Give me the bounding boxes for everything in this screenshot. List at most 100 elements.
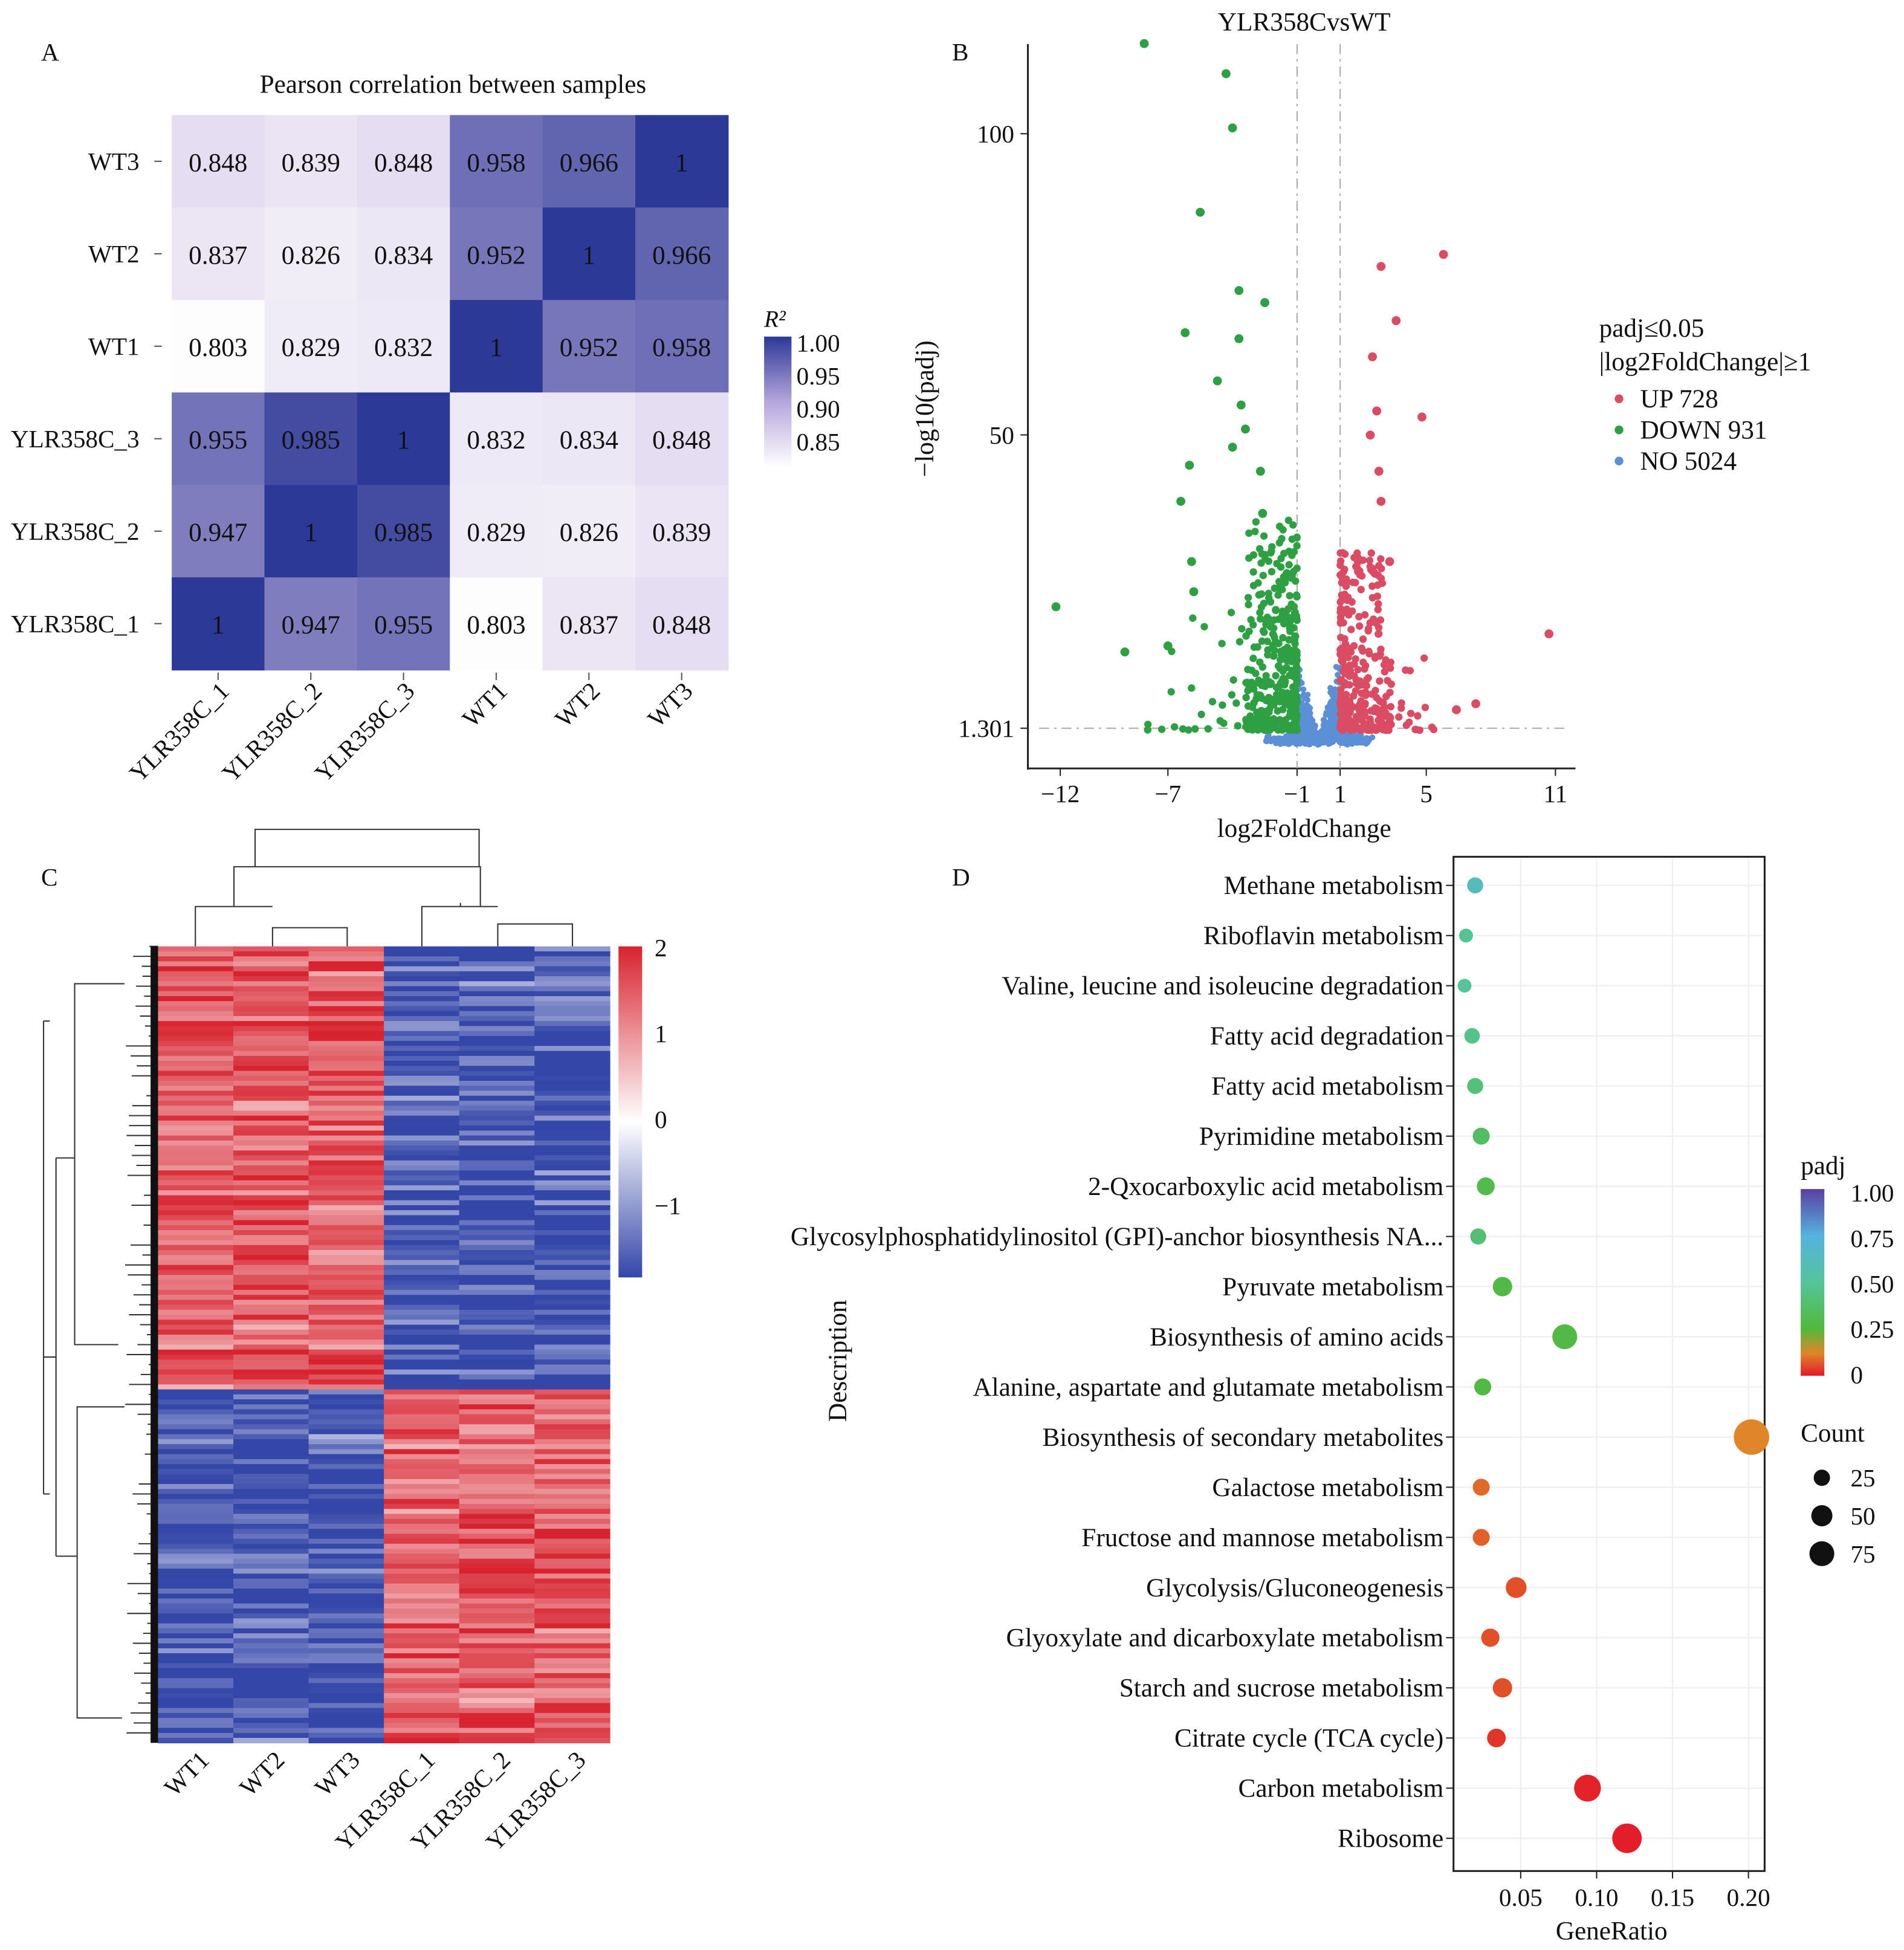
heatmap-cell xyxy=(308,1439,384,1445)
heatmap-cell xyxy=(233,1349,309,1355)
point-down xyxy=(1196,207,1205,217)
heatmap-cell xyxy=(308,1723,384,1729)
heatmap-cell xyxy=(308,1015,384,1022)
heatmap-cell xyxy=(158,1434,234,1440)
heatmap-cell xyxy=(534,1021,610,1027)
point-no xyxy=(1306,738,1312,745)
point-up xyxy=(1417,412,1426,422)
point-down xyxy=(1264,594,1273,602)
heatmap-cell xyxy=(233,1394,309,1400)
heatmap-cell xyxy=(459,1608,536,1614)
heatmap-cell xyxy=(233,1628,309,1634)
heatmap-cell xyxy=(158,1304,234,1310)
heatmap-cell xyxy=(158,1419,234,1425)
heatmap-cell xyxy=(158,1484,234,1490)
heatmap-cell xyxy=(534,1006,610,1012)
heatmap-cell xyxy=(534,1106,610,1112)
heatmap-cell xyxy=(308,1613,384,1619)
point-down xyxy=(1051,602,1061,612)
cell-value: 0.826 xyxy=(282,241,340,270)
term-dot xyxy=(1464,1028,1480,1044)
heatmap-cell xyxy=(534,1479,610,1485)
point-down xyxy=(1163,641,1173,650)
col-label: YLR358C_1 xyxy=(124,676,235,787)
heatmap-cell xyxy=(233,1549,309,1555)
heatmap-cell xyxy=(308,1090,384,1096)
point-down xyxy=(1270,616,1278,624)
heatmap-cell xyxy=(308,1155,384,1161)
heatmap-cell xyxy=(384,1454,460,1460)
heatmap-cell xyxy=(308,1712,384,1718)
heatmap-cell xyxy=(534,1712,610,1718)
heatmap-cell xyxy=(384,1275,460,1281)
heatmap-cell xyxy=(534,1309,610,1315)
cell-value: 0.985 xyxy=(282,426,340,455)
heatmap-cell xyxy=(534,1464,610,1470)
heatmap-cell xyxy=(308,1444,384,1450)
heatmap-cell xyxy=(308,1494,384,1500)
heatmap-cell xyxy=(384,1712,460,1718)
point-down xyxy=(1253,691,1261,699)
heatmap-cell xyxy=(158,1155,234,1161)
point-up xyxy=(1357,586,1365,594)
heatmap-cell xyxy=(459,1578,536,1584)
heatmap-cell xyxy=(308,1126,384,1132)
term-dot xyxy=(1492,1277,1512,1297)
point-up xyxy=(1342,646,1351,655)
point-no xyxy=(1323,732,1329,739)
heatmap-cell xyxy=(384,1235,460,1241)
heatmap-cell xyxy=(308,1598,384,1604)
heatmap-cell xyxy=(459,1180,536,1186)
point-up xyxy=(1350,642,1358,650)
heatmap-cell xyxy=(233,1324,309,1330)
heatmap-cell xyxy=(308,1474,384,1480)
point-no xyxy=(1331,696,1338,703)
point-down xyxy=(1255,676,1263,684)
heatmap-cell xyxy=(233,1175,309,1181)
point-down xyxy=(1259,627,1268,635)
heatmap-cell xyxy=(459,1553,536,1560)
heatmap-cell xyxy=(233,1200,309,1206)
heatmap-cell xyxy=(459,1260,536,1266)
heatmap-cell xyxy=(308,1075,384,1081)
point-down xyxy=(1176,497,1185,506)
point-down xyxy=(1167,688,1175,696)
heatmap-cell xyxy=(158,1041,234,1047)
heatmap-cell xyxy=(384,1598,460,1604)
cell-value: 0.947 xyxy=(282,611,340,640)
point-up xyxy=(1349,607,1356,615)
heatmap-cell xyxy=(158,1315,234,1321)
point-down xyxy=(1278,607,1286,615)
heatmap-cell xyxy=(158,1728,234,1734)
point-up xyxy=(1337,597,1345,604)
heatmap-cell xyxy=(233,971,309,977)
heatmap-cell xyxy=(459,1205,536,1211)
heatmap-cell xyxy=(308,986,384,992)
heatmap-cell xyxy=(534,1414,610,1420)
point-up xyxy=(1361,699,1369,707)
heatmap-cell xyxy=(534,1434,610,1440)
heatmap-cell xyxy=(384,1289,460,1295)
heatmap-cell xyxy=(308,1349,384,1355)
point-down xyxy=(1204,725,1212,733)
heatmap-cell xyxy=(233,1449,309,1455)
point-down xyxy=(1170,723,1179,731)
point-down xyxy=(1291,717,1299,725)
point-up xyxy=(1362,692,1370,699)
heatmap-cell xyxy=(158,1563,234,1569)
point-no xyxy=(1344,741,1351,748)
heatmap-cell xyxy=(459,1295,536,1301)
heatmap-cell xyxy=(158,1061,234,1067)
point-up xyxy=(1365,557,1374,565)
point-up xyxy=(1355,613,1363,621)
point-down xyxy=(1260,298,1269,307)
heatmap-cell xyxy=(233,1100,309,1106)
heatmap-cell xyxy=(384,1434,460,1440)
heatmap-cell xyxy=(233,1289,309,1295)
heatmap-cell xyxy=(534,1384,610,1390)
point-down xyxy=(1285,636,1293,644)
term-label: Methane metabolism xyxy=(1224,871,1444,900)
heatmap-cell xyxy=(459,1071,536,1077)
heatmap-cell xyxy=(308,1583,384,1589)
heatmap-cell xyxy=(459,1399,536,1405)
